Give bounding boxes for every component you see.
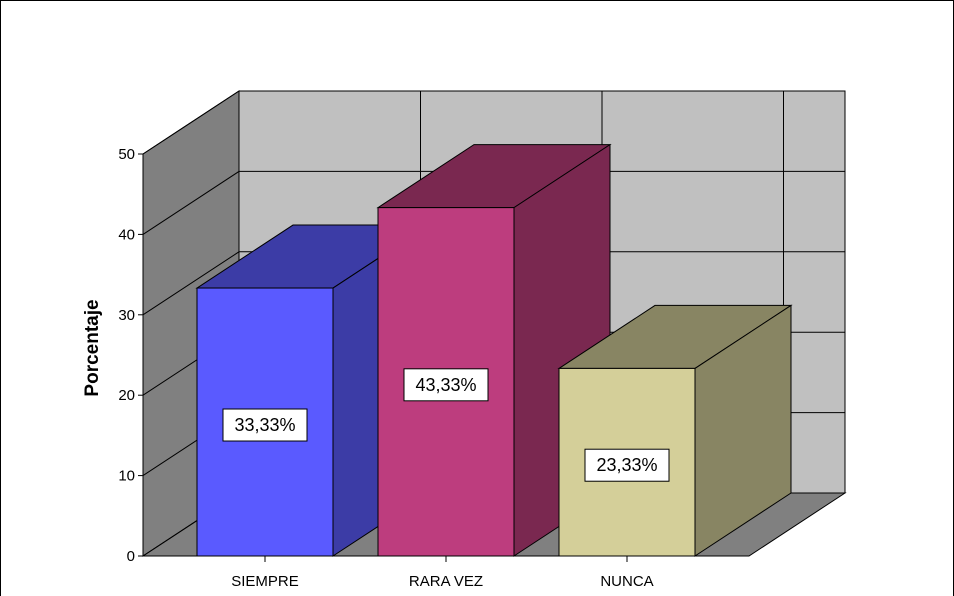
y-tick-label: 10 (118, 468, 135, 485)
data-label-box (584, 448, 670, 482)
x-tick-label: NUNCA (600, 573, 653, 590)
data-label-box (403, 368, 489, 402)
bar-rara-vez: 43,33% (376, 143, 612, 557)
x-axis-labels: SIEMPRE RARA VEZ NUNCA (231, 556, 654, 590)
y-axis-title: Porcentaje (82, 299, 103, 396)
y-tick-label: 50 (118, 146, 135, 163)
y-tick-label: 20 (118, 387, 135, 404)
data-label: 23,33% (596, 455, 657, 475)
x-tick-label: SIEMPRE (231, 573, 299, 590)
data-label: 43,33% (415, 375, 476, 395)
y-tick-label: 40 (118, 226, 135, 243)
data-label-box (222, 408, 308, 442)
bars: 33,33% 43,33% 23,33% (195, 143, 793, 557)
bar-nunca: 23,33% (557, 304, 793, 557)
x-tick-label: RARA VEZ (409, 573, 483, 590)
y-tick-label: 30 (118, 307, 135, 324)
data-label: 33,33% (234, 415, 295, 435)
y-tick-label: 0 (127, 548, 135, 565)
